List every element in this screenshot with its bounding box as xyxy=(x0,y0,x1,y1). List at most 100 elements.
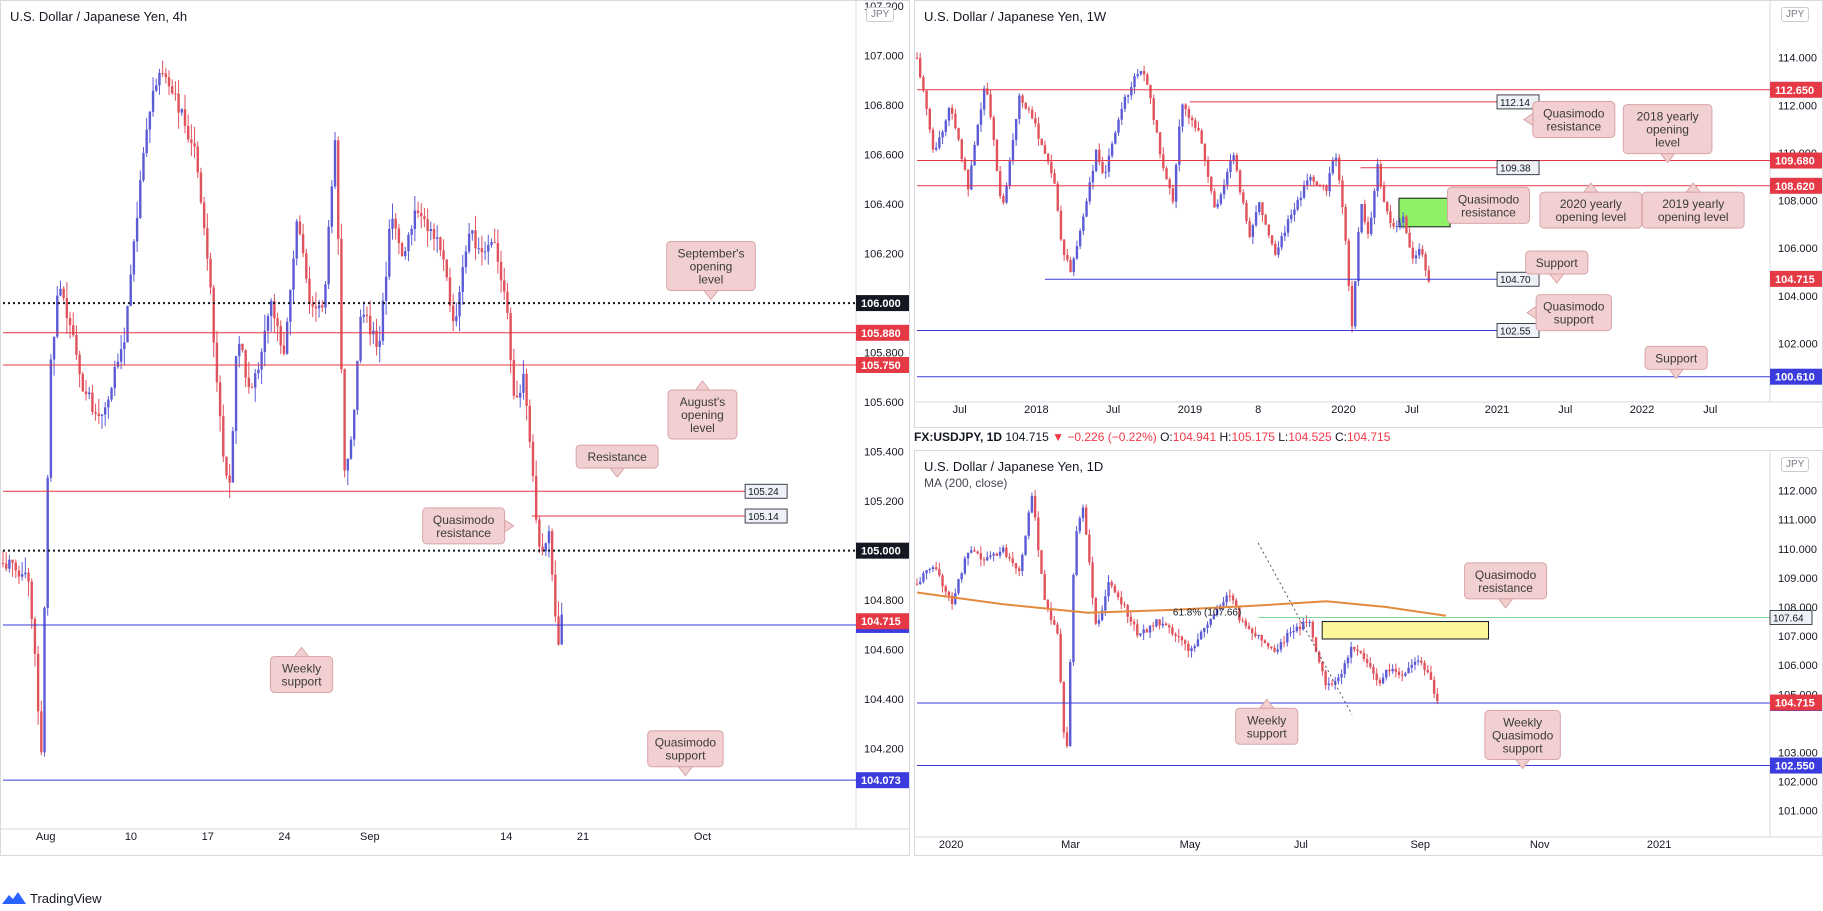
callout-text: 2018 yearly xyxy=(1637,110,1699,124)
candle-body xyxy=(72,325,75,336)
symbol-label[interactable]: FX:USDJPY, 1D xyxy=(914,430,1003,444)
x-tick-label: Mar xyxy=(1061,839,1080,851)
callout-text: level xyxy=(690,421,715,435)
candle-body xyxy=(1116,592,1120,598)
chart-canvas-daily[interactable]: 112.000111.000110.000109.000108.000107.0… xyxy=(915,451,1823,856)
candle-body xyxy=(490,242,493,245)
candle-body xyxy=(1167,625,1171,628)
current-price-tag xyxy=(856,613,909,630)
candle-body xyxy=(1308,622,1311,624)
candle-body xyxy=(950,107,954,114)
candle-body xyxy=(308,278,311,304)
indicator-label[interactable]: MA (200, close) xyxy=(924,476,1008,490)
annotation-callout: Resistance xyxy=(575,444,659,478)
candle-body xyxy=(132,241,136,275)
candle-body xyxy=(1270,646,1273,648)
candle-body xyxy=(998,551,1002,556)
chart-panel-weekly[interactable]: 114.000112.000110.000108.000106.000104.0… xyxy=(914,0,1823,428)
candle-body xyxy=(1411,247,1415,259)
candle-body xyxy=(8,559,11,569)
candle-body xyxy=(1432,679,1436,694)
candle-body xyxy=(1283,232,1287,237)
candle-body xyxy=(404,251,407,257)
callout-pointer xyxy=(1668,368,1685,380)
candle-body xyxy=(1244,620,1247,626)
candle-body xyxy=(391,218,394,229)
candle-body xyxy=(950,595,954,605)
candle-body xyxy=(276,318,279,326)
candle-body xyxy=(480,248,484,253)
callout-pointer xyxy=(1582,182,1599,193)
candle-body xyxy=(1260,634,1263,641)
candle-body xyxy=(1264,215,1267,225)
candle-body xyxy=(1324,671,1327,686)
callout-pointer xyxy=(1497,598,1514,609)
candle-body xyxy=(1059,210,1063,240)
candle-body xyxy=(1325,185,1328,192)
candle-body xyxy=(1225,595,1228,603)
chart-panel-4h[interactable]: 107.000 106.800 106.600 106.400 106.200 105.8… xyxy=(0,0,910,856)
candle-body xyxy=(1062,681,1066,733)
candle-body xyxy=(995,553,999,556)
x-tick-label: Jul xyxy=(1558,404,1572,416)
chart-canvas-weekly[interactable]: 114.000112.000110.000108.000106.000104.0… xyxy=(915,1,1823,428)
candle-body xyxy=(1318,652,1321,663)
tradingview-brand[interactable]: TradingView xyxy=(2,888,102,908)
candle-body xyxy=(1293,209,1296,215)
candle-body xyxy=(944,120,947,132)
candle-body xyxy=(1346,657,1350,664)
candle-body xyxy=(81,374,85,392)
candle-body xyxy=(992,117,995,140)
candle-body xyxy=(1228,595,1232,597)
candle-body xyxy=(986,88,989,95)
chart-canvas-4h[interactable]: 107.000 106.800 106.600 106.400 106.200 105.8… xyxy=(1,1,910,856)
candle-body xyxy=(394,218,397,229)
candle-body xyxy=(1219,194,1223,204)
currency-badge[interactable]: JPY xyxy=(1781,7,1810,22)
chart-panel-daily[interactable]: 112.000 111.000 110.000 109.000 108.000 107.0… xyxy=(914,450,1823,856)
open-label: O: xyxy=(1160,430,1173,444)
candle-body xyxy=(992,553,995,556)
current-price-tag xyxy=(1770,694,1822,711)
current-price-label: 104.715 xyxy=(1775,274,1815,286)
callout-text: opening level xyxy=(1658,210,1729,224)
candle-body xyxy=(1235,600,1238,608)
candle-body xyxy=(1222,602,1225,606)
candle-body xyxy=(33,618,37,654)
y-tick-label: 111.000 xyxy=(1778,515,1816,527)
x-tick-label: Oct xyxy=(694,831,711,843)
candle-body xyxy=(1136,74,1139,77)
candle-body xyxy=(442,250,445,260)
candle-body xyxy=(1145,629,1149,633)
candle-body xyxy=(1107,582,1110,597)
currency-badge[interactable]: JPY xyxy=(1781,457,1810,472)
currency-badge[interactable]: JPY xyxy=(866,7,895,22)
candle-body xyxy=(225,456,228,476)
candle-body xyxy=(397,228,401,244)
y-tick-label: 105.800 xyxy=(864,348,904,360)
price-tag-label: 104.073 xyxy=(861,775,901,787)
x-tick-label: 2021 xyxy=(1485,404,1509,416)
candle-body xyxy=(1250,628,1254,634)
candle-body xyxy=(161,72,164,74)
candle-body xyxy=(918,57,922,78)
candle-body xyxy=(155,85,158,91)
candle-body xyxy=(1280,236,1283,248)
candle-body xyxy=(1315,181,1319,186)
y-tick-label: 112.000 xyxy=(1778,100,1817,112)
candle-body xyxy=(215,342,219,383)
change-value: −0.226 (−0.22%) xyxy=(1067,430,1157,444)
candle-body xyxy=(327,226,330,285)
candle-body xyxy=(557,616,560,645)
candle-body xyxy=(368,315,372,335)
price-tag-label: 100.610 xyxy=(1775,372,1815,384)
y-tick-label: 104.600 xyxy=(864,645,904,657)
candle-body xyxy=(1107,155,1111,172)
candle-body xyxy=(947,107,951,121)
candle-body xyxy=(1331,161,1335,174)
candle-body xyxy=(1375,673,1378,681)
candle-body xyxy=(1338,157,1341,181)
